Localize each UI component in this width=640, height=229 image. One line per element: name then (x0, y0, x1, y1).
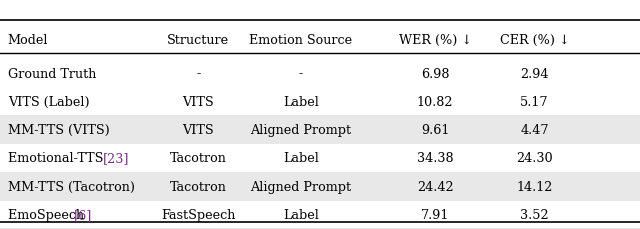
Bar (0, 172, 640, 201)
Text: 4.47: 4.47 (520, 124, 548, 136)
Text: CER (%) ↓: CER (%) ↓ (500, 34, 569, 46)
Text: VITS: VITS (182, 124, 214, 136)
Text: Label: Label (283, 208, 319, 221)
Text: 24.30: 24.30 (516, 152, 553, 165)
Text: Aligned Prompt: Aligned Prompt (250, 124, 351, 136)
Text: 14.12: 14.12 (516, 180, 552, 193)
Text: Aligned Prompt: Aligned Prompt (250, 180, 351, 193)
Text: Emotion Source: Emotion Source (249, 34, 353, 46)
Text: 5.17: 5.17 (520, 95, 548, 108)
Text: 24.42: 24.42 (417, 180, 454, 193)
Text: FastSpeech: FastSpeech (161, 208, 236, 221)
Text: VITS (Label): VITS (Label) (8, 95, 90, 108)
Text: -: - (299, 67, 303, 80)
Text: 7.91: 7.91 (421, 208, 449, 221)
Bar (0, 115, 640, 145)
Text: 9.61: 9.61 (421, 124, 449, 136)
Text: EmoSpeech: EmoSpeech (8, 208, 88, 221)
Text: 6.98: 6.98 (421, 67, 449, 80)
Text: Ground Truth: Ground Truth (8, 67, 96, 80)
Text: 3.52: 3.52 (520, 208, 548, 221)
Text: Label: Label (283, 152, 319, 165)
Text: Structure: Structure (167, 34, 230, 46)
Text: -: - (196, 67, 200, 80)
Text: MM-TTS (VITS): MM-TTS (VITS) (8, 124, 109, 136)
Text: MM-TTS (Tacotron): MM-TTS (Tacotron) (8, 180, 134, 193)
Text: Tacotron: Tacotron (170, 180, 227, 193)
Text: Emotional-TTS: Emotional-TTS (8, 152, 107, 165)
Bar (0, 228, 640, 229)
Text: 34.38: 34.38 (417, 152, 454, 165)
Text: [6]: [6] (74, 208, 93, 221)
Text: Model: Model (8, 34, 48, 46)
Text: 10.82: 10.82 (417, 95, 454, 108)
Text: [23]: [23] (102, 152, 129, 165)
Text: Tacotron: Tacotron (170, 152, 227, 165)
Text: 2.94: 2.94 (520, 67, 548, 80)
Text: VITS: VITS (182, 95, 214, 108)
Text: Label: Label (283, 95, 319, 108)
Text: WER (%) ↓: WER (%) ↓ (399, 34, 472, 46)
